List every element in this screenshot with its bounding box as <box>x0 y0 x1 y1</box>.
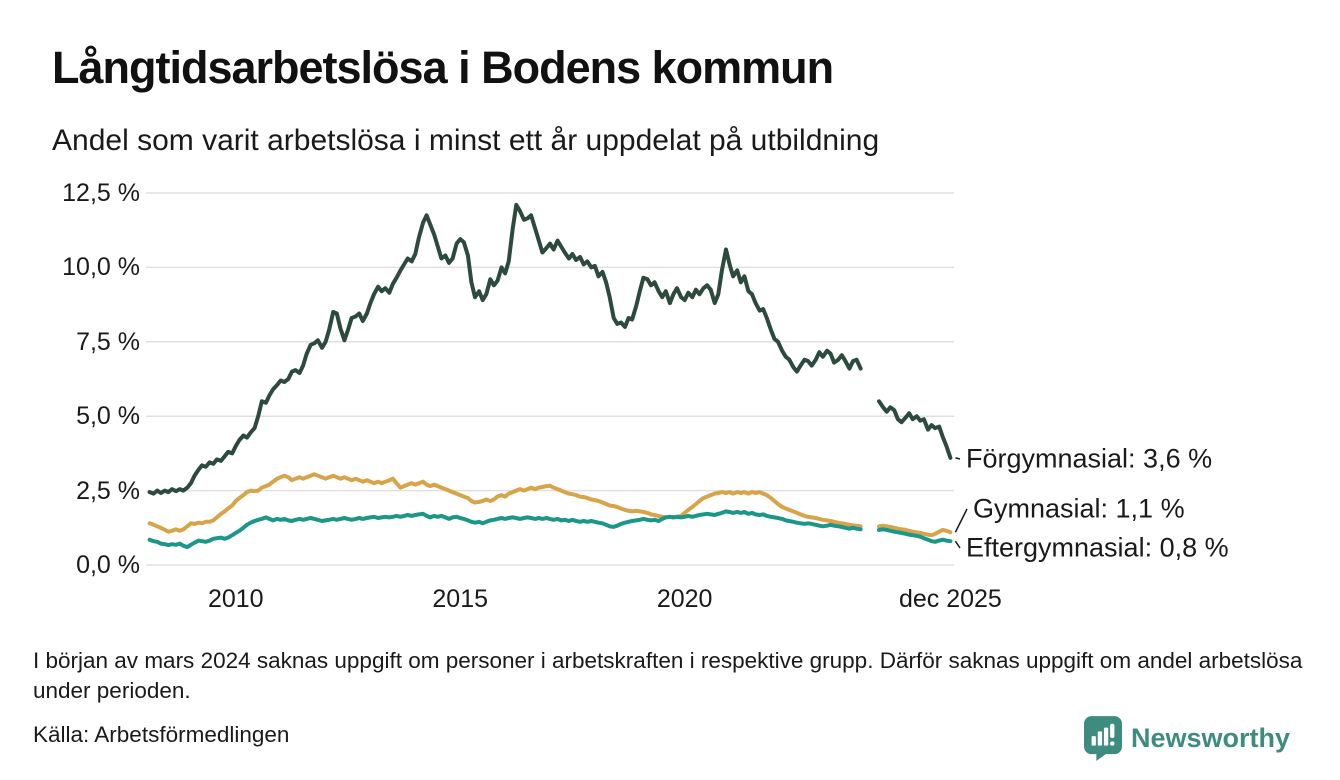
newsworthy-logo: Newsworthy <box>1083 716 1290 761</box>
chart-title: Långtidsarbetslösa i Bodens kommun <box>52 42 834 93</box>
y-tick-label: 12,5 % <box>62 179 140 207</box>
x-tick-label: 2020 <box>656 585 713 613</box>
series-label-eftergymnasial: Eftergymnasial: 0,8 % <box>966 532 1229 563</box>
label-leader-line <box>954 540 961 549</box>
series-line-gymnasial <box>147 472 863 534</box>
y-tick-label: 0,0 % <box>76 551 140 579</box>
series-label-gymnasial: Gymnasial: 1,1 % <box>973 493 1185 524</box>
y-tick-label: 5,0 % <box>76 402 140 431</box>
x-tick-label: dec 2025 <box>898 585 1002 613</box>
newsworthy-wordmark: Newsworthy <box>1130 723 1290 753</box>
series-line-eftergymnasial <box>877 527 953 544</box>
series-line-förgymnasial <box>877 399 953 460</box>
footnote: I början av mars 2024 saknas uppgift om … <box>33 648 1303 703</box>
newsworthy-bubble-chart-icon <box>1083 716 1122 761</box>
label-leader-line <box>954 508 968 533</box>
series-label-förgymnasial: Förgymnasial: 3,6 % <box>966 443 1213 474</box>
chart-subtitle: Andel som varit arbetslösa i minst ett å… <box>52 124 880 157</box>
x-tick-label: 2015 <box>432 585 489 613</box>
series-line-eftergymnasial <box>147 509 863 550</box>
label-leader-line <box>955 457 961 460</box>
x-tick-label: 2010 <box>207 585 264 613</box>
series-line-gymnasial <box>877 523 953 538</box>
series-line-förgymnasial <box>147 202 863 496</box>
y-tick-label: 7,5 % <box>76 327 140 356</box>
y-tick-label: 10,0 % <box>62 253 140 282</box>
y-tick-label: 2,5 % <box>76 476 140 505</box>
source-attribution: Källa: Arbetsförmedlingen <box>33 722 290 747</box>
